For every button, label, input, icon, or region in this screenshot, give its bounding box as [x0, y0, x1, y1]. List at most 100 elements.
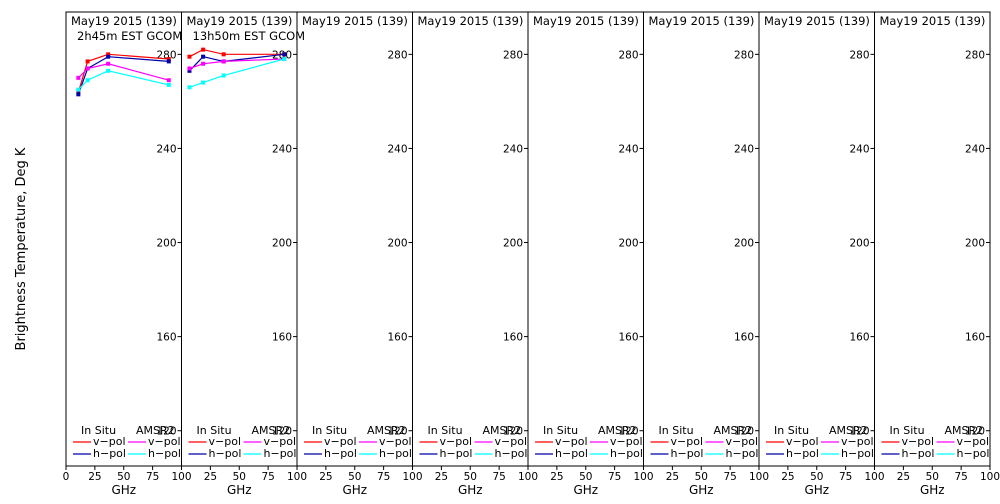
legend-heading-in-situ: In Situ	[428, 424, 463, 437]
legend-label-amsr2-v: v−pol	[726, 435, 759, 448]
x-axis-label: GHz	[227, 483, 252, 497]
legend-heading-in-situ: In Situ	[197, 424, 232, 437]
y-tick-label: 160	[849, 332, 869, 344]
legend-label-amsr2-v: v−pol	[148, 435, 181, 448]
legend-label-in-situ-h: h−pol	[902, 447, 935, 460]
series-line-in_situ_v	[77, 53, 169, 93]
panel-title: May19 2015 (139)	[533, 14, 639, 28]
x-tick-label: 25	[204, 471, 217, 483]
y-tick-label: 240	[156, 143, 176, 155]
x-tick-label: 0	[63, 471, 70, 483]
legend-heading-amsr2: AMSR2	[483, 424, 522, 437]
series-line-in_situ_v	[189, 48, 285, 58]
data-point-in_situ_v	[106, 52, 111, 57]
legend-label-amsr2-v: v−pol	[841, 435, 874, 448]
y-tick-label: 160	[503, 332, 523, 344]
series-line-amsr2_v	[77, 63, 169, 81]
y-tick-label: 280	[272, 49, 292, 61]
panel-title: May19 2015 (139)	[764, 14, 870, 28]
data-point-in_situ_v	[221, 52, 226, 57]
x-tick-label: 100	[402, 471, 422, 483]
x-tick-label: 50	[348, 471, 361, 483]
legend-label-amsr2-h: h−pol	[726, 447, 759, 460]
panel-title: May19 2015 (139)	[649, 14, 755, 28]
legend-label-amsr2-v: v−pol	[379, 435, 412, 448]
data-point-in_situ_h	[187, 68, 192, 73]
series-line-amsr2_h	[189, 58, 285, 88]
y-tick-label: 200	[849, 238, 869, 250]
legend-label-amsr2-v: v−pol	[264, 435, 297, 448]
y-tick-label: 280	[965, 49, 985, 61]
legend-label-amsr2-v: v−pol	[957, 435, 990, 448]
y-tick-label: 160	[272, 332, 292, 344]
x-tick-label: 75	[377, 471, 390, 483]
x-axis-label: GHz	[458, 483, 483, 497]
legend-heading-in-situ: In Situ	[543, 424, 578, 437]
y-tick-label: 120	[272, 426, 292, 438]
x-axis-label: GHz	[111, 483, 136, 497]
x-tick-label: 100	[749, 471, 769, 483]
series-line-in_situ_h	[189, 53, 285, 72]
data-point-amsr2_h	[85, 78, 90, 83]
legend-label-in-situ-v: v−pol	[786, 435, 819, 448]
panel-title: May19 2015 (139)	[187, 14, 293, 28]
y-tick-label: 240	[849, 143, 869, 155]
x-tick-label: 25	[319, 471, 332, 483]
series-line-amsr2_h	[77, 70, 169, 91]
y-tick-label: 120	[965, 426, 985, 438]
data-point-amsr2_h	[106, 68, 111, 73]
data-point-in_situ_h	[201, 54, 206, 59]
x-tick-label: 25	[666, 471, 679, 483]
x-axis-label: GHz	[573, 483, 598, 497]
legend-label-in-situ-v: v−pol	[902, 435, 935, 448]
x-axis-label: GHz	[920, 483, 945, 497]
legend-label-in-situ-v: v−pol	[209, 435, 242, 448]
data-point-amsr2_v	[85, 66, 90, 71]
y-tick-label: 280	[849, 49, 869, 61]
series-line-in_situ_h	[77, 56, 169, 95]
y-tick-label: 160	[156, 332, 176, 344]
x-axis-label: GHz	[804, 483, 829, 497]
x-tick-label: 100	[864, 471, 884, 483]
y-tick-label: 120	[734, 426, 754, 438]
x-tick-label: 100	[518, 471, 538, 483]
legend-label-in-situ-v: v−pol	[93, 435, 126, 448]
legend-heading-amsr2: AMSR2	[598, 424, 637, 437]
data-point-in_situ_v	[166, 57, 171, 62]
y-tick-label: 200	[503, 238, 523, 250]
data-point-in_situ_v	[201, 47, 206, 52]
data-point-amsr2_h	[201, 80, 206, 85]
legend-heading-in-situ: In Situ	[312, 424, 347, 437]
x-tick-label: 25	[550, 471, 563, 483]
x-tick-label: 75	[146, 471, 159, 483]
legend-label-in-situ-h: h−pol	[671, 447, 704, 460]
y-tick-label: 200	[272, 238, 292, 250]
x-tick-label: 25	[88, 471, 101, 483]
y-tick-label: 200	[618, 238, 638, 250]
legend-heading-amsr2: AMSR2	[367, 424, 406, 437]
y-tick-label: 160	[618, 332, 638, 344]
legend-heading-in-situ: In Situ	[81, 424, 116, 437]
data-point-amsr2_h	[76, 87, 81, 92]
y-tick-label: 200	[734, 238, 754, 250]
x-tick-label: 50	[926, 471, 939, 483]
legend-label-amsr2-h: h−pol	[610, 447, 643, 460]
data-point-amsr2_v	[221, 59, 226, 64]
y-tick-label: 240	[387, 143, 407, 155]
legend-heading-amsr2: AMSR2	[829, 424, 868, 437]
x-tick-label: 25	[897, 471, 910, 483]
x-tick-label: 75	[608, 471, 621, 483]
x-tick-label: 100	[633, 471, 653, 483]
legend-label-in-situ-v: v−pol	[671, 435, 704, 448]
y-tick-label: 280	[156, 49, 176, 61]
y-tick-label: 160	[387, 332, 407, 344]
data-point-in_situ_h	[166, 59, 171, 64]
data-point-amsr2_h	[282, 57, 287, 62]
y-tick-label: 200	[156, 238, 176, 250]
legend-heading-amsr2: AMSR2	[945, 424, 984, 437]
y-tick-label: 200	[387, 238, 407, 250]
legend-heading-amsr2: AMSR2	[714, 424, 753, 437]
legend-label-amsr2-v: v−pol	[495, 435, 528, 448]
